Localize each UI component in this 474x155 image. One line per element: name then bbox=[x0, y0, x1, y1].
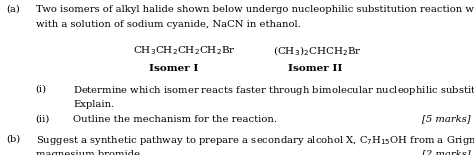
Text: (a): (a) bbox=[6, 5, 20, 14]
Text: Suggest a synthetic pathway to prepare a secondary alcohol X, C$_{7}$H$_{15}$OH : Suggest a synthetic pathway to prepare a… bbox=[36, 134, 474, 147]
Text: [5 marks]: [5 marks] bbox=[422, 115, 471, 124]
Text: CH$_{3}$CH$_{2}$CH$_{2}$CH$_{2}$Br: CH$_{3}$CH$_{2}$CH$_{2}$CH$_{2}$Br bbox=[133, 44, 235, 57]
Text: [2 marks]: [2 marks] bbox=[422, 150, 471, 155]
Text: with a solution of sodium cyanide, NaCN in ethanol.: with a solution of sodium cyanide, NaCN … bbox=[36, 20, 301, 29]
Text: Two isomers of alkyl halide shown below undergo nucleophilic substitution reacti: Two isomers of alkyl halide shown below … bbox=[36, 5, 474, 14]
Text: (b): (b) bbox=[6, 134, 20, 143]
Text: Determine which isomer reacts faster through bimolecular nucleophilic substituti: Determine which isomer reacts faster thr… bbox=[73, 84, 474, 97]
Text: magnesium bromide.: magnesium bromide. bbox=[36, 150, 143, 155]
Text: Isomer I: Isomer I bbox=[149, 64, 199, 73]
Text: Outline the mechanism for the reaction.: Outline the mechanism for the reaction. bbox=[73, 115, 277, 124]
Text: Explain.: Explain. bbox=[73, 100, 115, 109]
Text: (i): (i) bbox=[36, 84, 46, 93]
Text: Isomer II: Isomer II bbox=[288, 64, 343, 73]
Text: (ii): (ii) bbox=[36, 115, 50, 124]
Text: (CH$_{3}$)$_{2}$CHCH$_{2}$Br: (CH$_{3}$)$_{2}$CHCH$_{2}$Br bbox=[273, 44, 361, 58]
